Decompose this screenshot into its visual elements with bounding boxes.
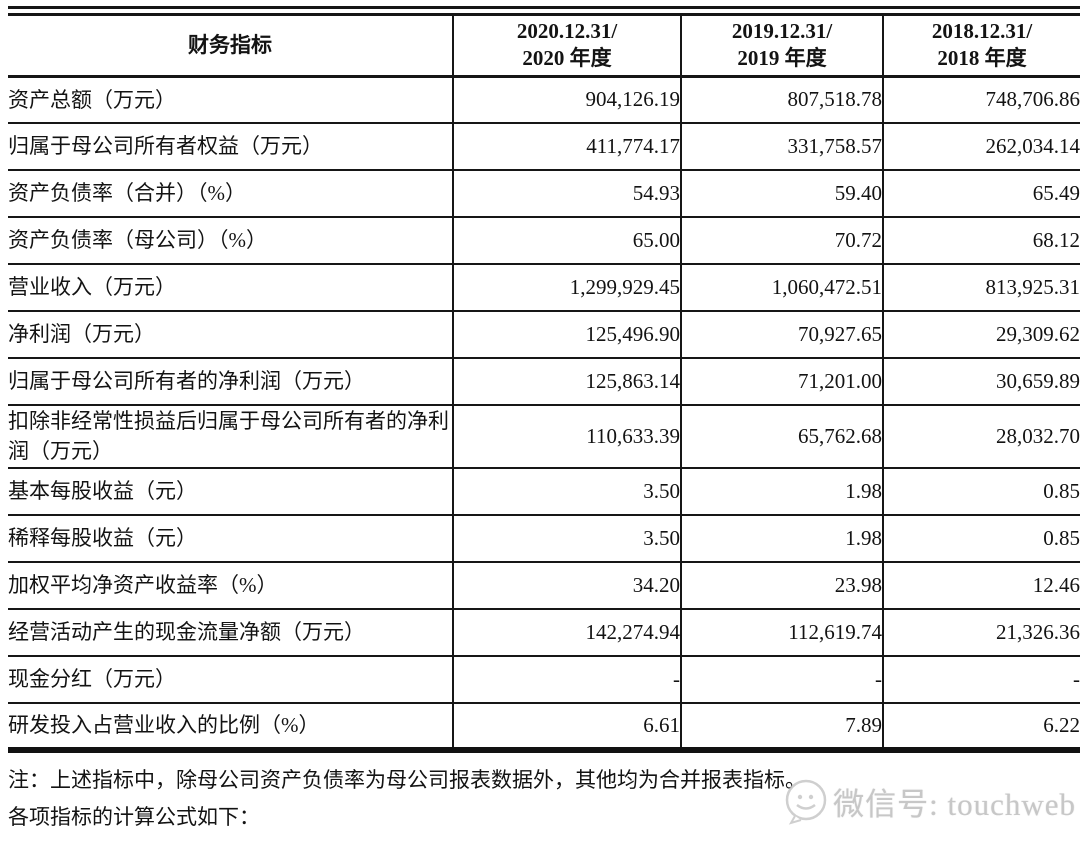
- table-row: 现金分红（万元） - - -: [8, 654, 1080, 703]
- table-row: 归属于母公司所有者的净利润（万元） 125,863.14 71,201.00 3…: [8, 357, 1080, 405]
- table-row: 研发投入占营业收入的比例（%） 6.61 7.89 6.22: [8, 701, 1080, 750]
- value-cell-2019: 807,518.78: [680, 75, 883, 123]
- table-row: 基本每股收益（元） 3.50 1.98 0.85: [8, 466, 1080, 515]
- value-cell-2020: 54.93: [452, 169, 681, 217]
- value-cell-2018: 21,326.36: [882, 607, 1080, 656]
- value-cell-2020: 904,126.19: [452, 75, 681, 123]
- indicator-label-cell: 研发投入占营业收入的比例（%）: [8, 701, 453, 750]
- value-cell-2019: 1,060,472.51: [680, 263, 883, 311]
- value-cell-2020: 3.50: [452, 513, 681, 562]
- value-cell-2018: 12.46: [882, 560, 1080, 609]
- header-period-2019-line1: 2019.12.31/: [731, 18, 833, 43]
- value-cell-2020: 125,496.90: [452, 310, 681, 358]
- indicator-label-cell: 净利润（万元）: [8, 310, 453, 358]
- value-cell-2019: 65,762.68: [680, 404, 883, 468]
- value-cell-2019: 23.98: [680, 560, 883, 609]
- value-cell-2020: 65.00: [452, 216, 681, 264]
- table-row: 资产负债率（母公司）（%） 65.00 70.72 68.12: [8, 216, 1080, 264]
- value-cell-2019: 59.40: [680, 169, 883, 217]
- table-row: 营业收入（万元） 1,299,929.45 1,060,472.51 813,9…: [8, 263, 1080, 311]
- header-period-2018-line1: 2018.12.31/: [931, 18, 1033, 43]
- financial-indicators-table: 财务指标 2020.12.31/ 2020 年度 2019.12.31/ 201…: [8, 16, 1080, 753]
- value-cell-2020: -: [452, 654, 681, 703]
- indicator-label-cell: 现金分红（万元）: [8, 654, 453, 703]
- header-period-2020-line2: 2020 年度: [522, 46, 612, 71]
- value-cell-2020: 6.61: [452, 701, 681, 750]
- value-cell-2018: 28,032.70: [882, 404, 1080, 468]
- indicator-label-cell: 资产总额（万元）: [8, 75, 453, 123]
- header-row: 财务指标 2020.12.31/ 2020 年度 2019.12.31/ 201…: [8, 16, 1080, 78]
- indicator-label-cell: 资产负债率（合并）（%）: [8, 169, 453, 217]
- value-cell-2019: 1.98: [680, 466, 883, 515]
- table-body: 资产总额（万元） 904,126.19 807,518.78 748,706.8…: [8, 75, 1080, 750]
- indicator-label-cell: 归属于母公司所有者的净利润（万元）: [8, 357, 453, 405]
- header-period-2019-line2: 2019 年度: [737, 46, 827, 71]
- footnote-line-2: 各项指标的计算公式如下：: [8, 805, 260, 830]
- value-cell-2019: 71,201.00: [680, 357, 883, 405]
- value-cell-2018: -: [882, 654, 1080, 703]
- value-cell-2019: 331,758.57: [680, 122, 883, 170]
- indicator-label-cell: 营业收入（万元）: [8, 263, 453, 311]
- value-cell-2020: 411,774.17: [452, 122, 681, 170]
- value-cell-2020: 34.20: [452, 560, 681, 609]
- header-period-2020-line1: 2020.12.31/: [516, 18, 618, 43]
- value-cell-2018: 68.12: [882, 216, 1080, 264]
- table-row: 经营活动产生的现金流量净额（万元） 142,274.94 112,619.74 …: [8, 607, 1080, 656]
- value-cell-2020: 1,299,929.45: [452, 263, 681, 311]
- table-row: 稀释每股收益（元） 3.50 1.98 0.85: [8, 513, 1080, 562]
- header-period-2018-line2: 2018 年度: [937, 46, 1027, 71]
- indicator-label-cell: 经营活动产生的现金流量净额（万元）: [8, 607, 453, 656]
- header-period-2020: 2020.12.31/ 2020 年度: [452, 16, 681, 78]
- header-indicator: 财务指标: [8, 16, 453, 78]
- value-cell-2020: 142,274.94: [452, 607, 681, 656]
- indicator-label-cell: 归属于母公司所有者权益（万元）: [8, 122, 453, 170]
- value-cell-2018: 29,309.62: [882, 310, 1080, 358]
- table-row: 净利润（万元） 125,496.90 70,927.65 29,309.62: [8, 310, 1080, 358]
- value-cell-2018: 0.85: [882, 466, 1080, 515]
- value-cell-2020: 110,633.39: [452, 404, 681, 468]
- header-period-2018: 2018.12.31/ 2018 年度: [882, 16, 1080, 78]
- indicator-label-cell: 稀释每股收益（元）: [8, 513, 453, 562]
- value-cell-2018: 748,706.86: [882, 75, 1080, 123]
- value-cell-2020: 3.50: [452, 466, 681, 515]
- value-cell-2018: 813,925.31: [882, 263, 1080, 311]
- table-row: 资产总额（万元） 904,126.19 807,518.78 748,706.8…: [8, 75, 1080, 123]
- value-cell-2019: -: [680, 654, 883, 703]
- value-cell-2018: 6.22: [882, 701, 1080, 750]
- value-cell-2018: 262,034.14: [882, 122, 1080, 170]
- value-cell-2019: 70,927.65: [680, 310, 883, 358]
- header-indicator-label: 财务指标: [188, 32, 272, 57]
- table-header: 财务指标 2020.12.31/ 2020 年度 2019.12.31/ 201…: [8, 16, 1080, 78]
- footnote-line-1: 注：上述指标中，除母公司资产负债率为母公司报表数据外，其他均为合并报表指标。: [8, 767, 806, 792]
- table-top-double-rule: [8, 6, 1080, 16]
- header-period-2019: 2019.12.31/ 2019 年度: [680, 16, 883, 78]
- indicator-label-cell: 加权平均净资产收益率（%）: [8, 560, 453, 609]
- indicator-label-cell: 资产负债率（母公司）（%）: [8, 216, 453, 264]
- value-cell-2019: 7.89: [680, 701, 883, 750]
- table-row: 资产负债率（合并）（%） 54.93 59.40 65.49: [8, 169, 1080, 217]
- value-cell-2019: 70.72: [680, 216, 883, 264]
- table-row: 归属于母公司所有者权益（万元） 411,774.17 331,758.57 26…: [8, 122, 1080, 170]
- footnotes: 注：上述指标中，除母公司资产负债率为母公司报表数据外，其他均为合并报表指标。 各…: [8, 762, 1076, 837]
- value-cell-2019: 112,619.74: [680, 607, 883, 656]
- table-row: 扣除非经常性损益后归属于母公司所有者的净利润（万元） 110,633.39 65…: [8, 404, 1080, 468]
- table-row: 加权平均净资产收益率（%） 34.20 23.98 12.46: [8, 560, 1080, 609]
- indicator-label-cell: 基本每股收益（元）: [8, 466, 453, 515]
- value-cell-2018: 30,659.89: [882, 357, 1080, 405]
- value-cell-2019: 1.98: [680, 513, 883, 562]
- value-cell-2018: 65.49: [882, 169, 1080, 217]
- value-cell-2020: 125,863.14: [452, 357, 681, 405]
- value-cell-2018: 0.85: [882, 513, 1080, 562]
- indicator-label-cell: 扣除非经常性损益后归属于母公司所有者的净利润（万元）: [8, 404, 453, 468]
